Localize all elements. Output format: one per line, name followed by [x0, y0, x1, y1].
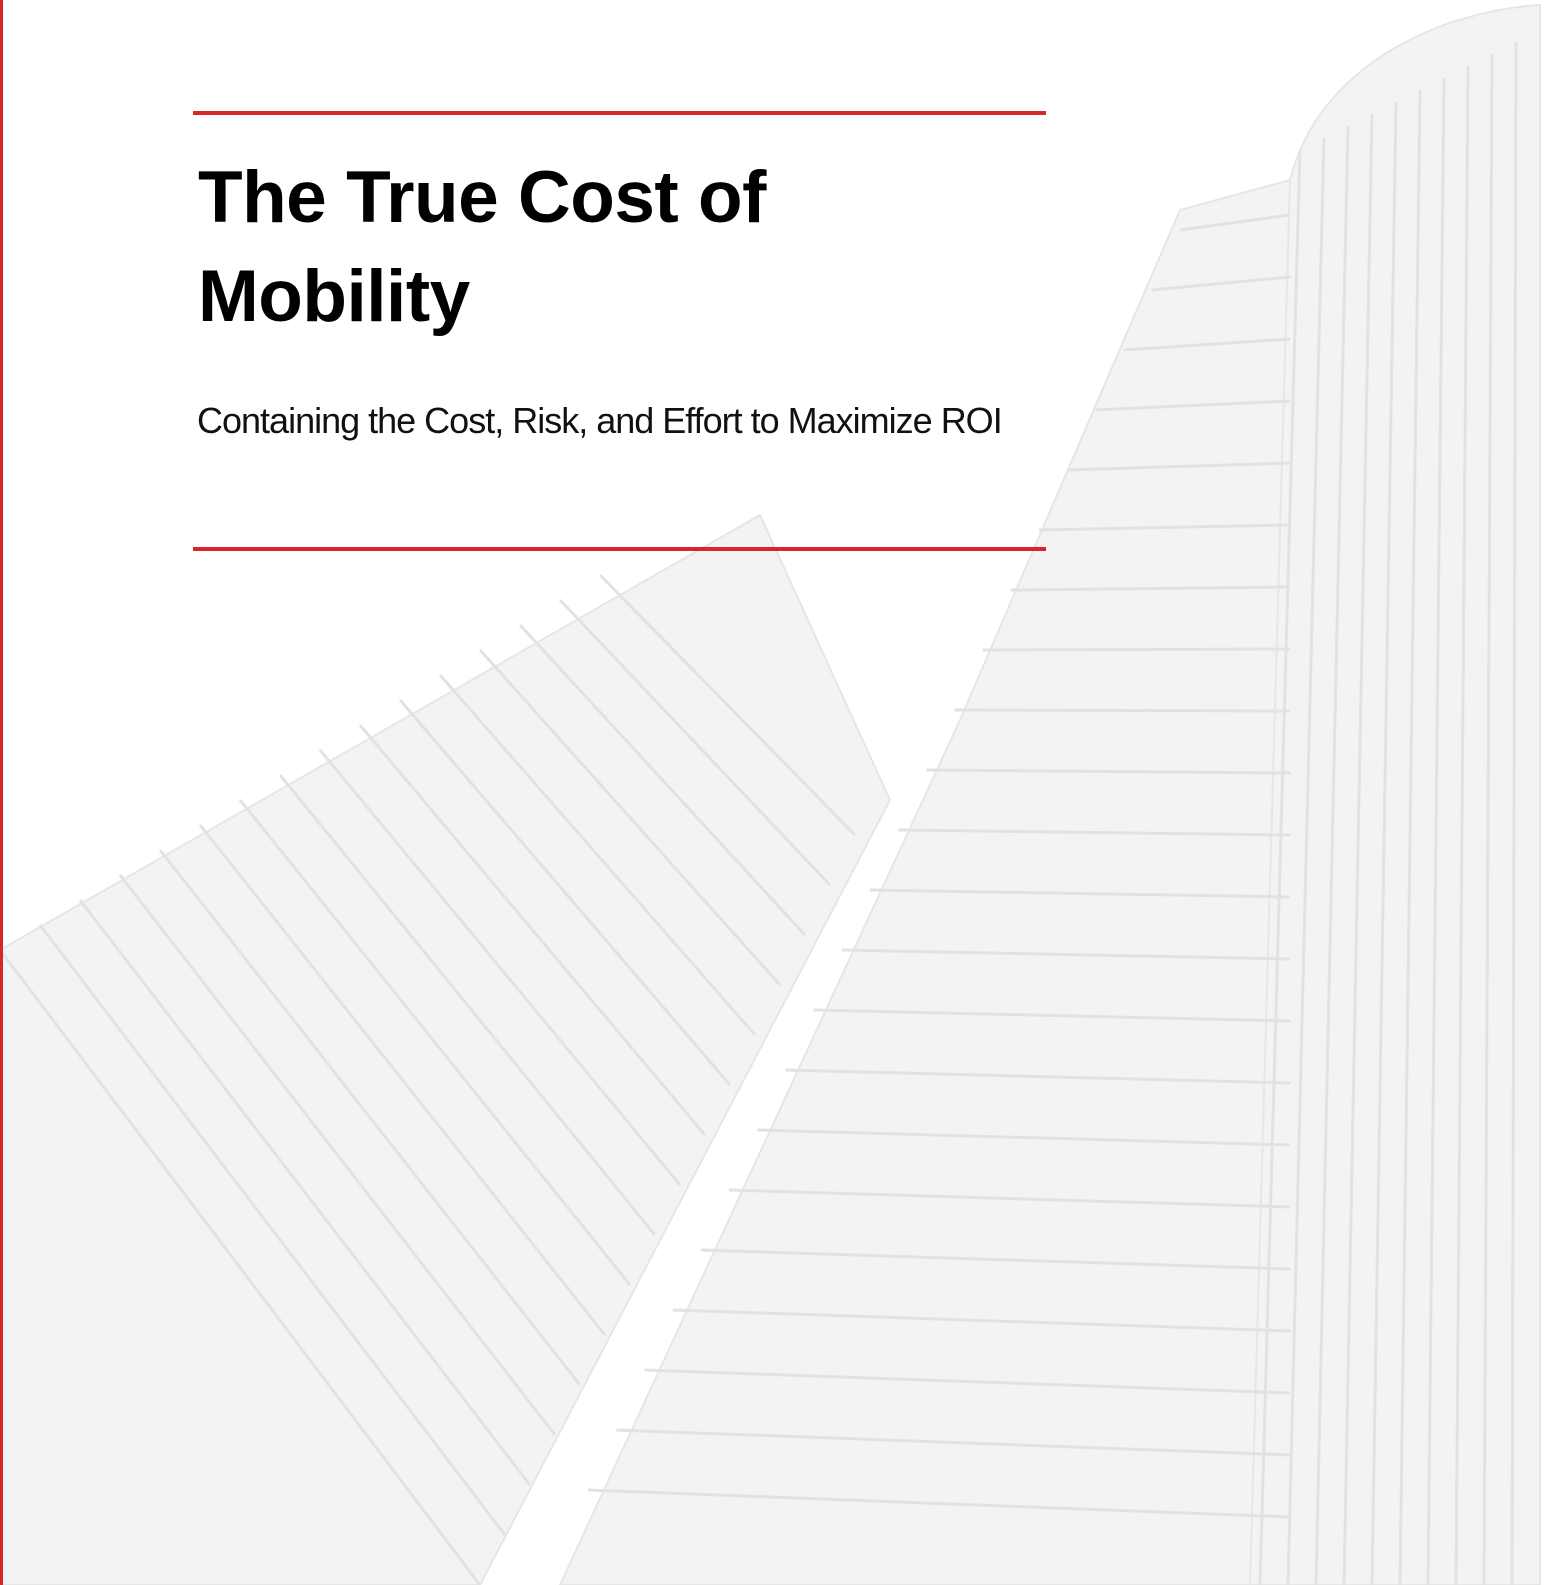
page: The True Cost of Mobility Containing the…: [0, 0, 1559, 1585]
left-edge: [0, 0, 3, 1585]
subtitle: Containing the Cost, Risk, and Effort to…: [197, 400, 1002, 442]
bottom-rule: [193, 547, 1046, 551]
facade-line: [955, 710, 1290, 711]
facade-line: [983, 649, 1290, 650]
top-rule: [193, 111, 1046, 115]
title: The True Cost of Mobility: [198, 148, 818, 346]
